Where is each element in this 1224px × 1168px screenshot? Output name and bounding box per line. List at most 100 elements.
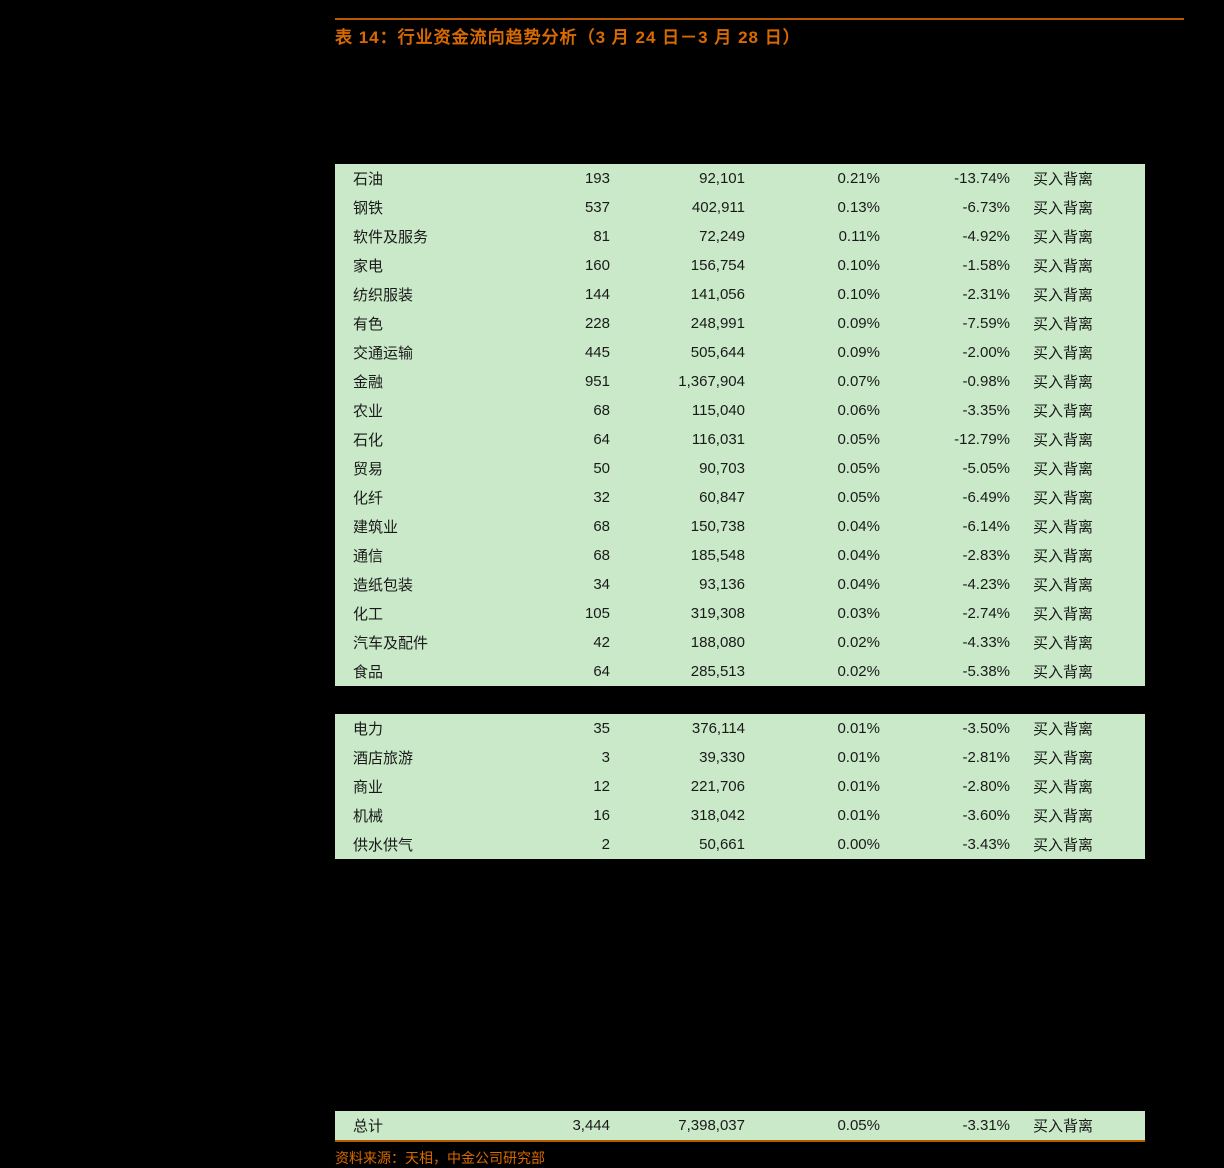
blank-cell: [505, 1083, 615, 1111]
ratio-cell: 0.04%: [750, 570, 885, 599]
buy-cell: 64: [505, 657, 615, 686]
table-row: 造纸包装3493,1360.04%-4.23%买入背离: [335, 570, 1145, 599]
blank-cell: [615, 136, 750, 164]
table-title-bar: 表 14：行业资金流向趋势分析（3 月 24 日－3 月 28 日）: [335, 18, 1184, 48]
table-row: 建筑业68150,7380.04%-6.14%买入背离: [335, 512, 1145, 541]
blank-cell: [335, 971, 505, 999]
blank-cell: [1015, 1083, 1145, 1111]
state-cell: 买入背离: [1015, 570, 1145, 599]
state-cell: 买入背离: [1015, 830, 1145, 859]
blank-cell: [885, 887, 1015, 915]
ratio-cell: 0.05%: [750, 454, 885, 483]
change-cell: -5.38%: [885, 657, 1015, 686]
table-row: [335, 1027, 1145, 1055]
ratio-cell: 0.01%: [750, 801, 885, 830]
industry-cell: 酒店旅游: [335, 743, 505, 772]
blank-cell: [615, 887, 750, 915]
table-row: 农业68115,0400.06%-3.35%买入背离: [335, 396, 1145, 425]
state-cell: 买入背离: [1015, 541, 1145, 570]
blank-cell: [335, 136, 505, 164]
blank-cell: [615, 1055, 750, 1083]
buy-cell: 951: [505, 367, 615, 396]
volume-cell: 50,661: [615, 830, 750, 859]
buy-cell: 68: [505, 396, 615, 425]
table-row: 食品64285,5130.02%-5.38%买入背离: [335, 657, 1145, 686]
change-cell: -6.49%: [885, 483, 1015, 512]
blank-cell: [615, 999, 750, 1027]
table-row: [335, 1055, 1145, 1083]
state-cell: 买入背离: [1015, 309, 1145, 338]
state-cell: 买入背离: [1015, 599, 1145, 628]
volume-cell: 1,367,904: [615, 367, 750, 396]
total-row: 总计3,4447,398,0370.05%-3.31%买入背离: [335, 1111, 1145, 1140]
industry-cell: 汽车及配件: [335, 628, 505, 657]
blank-cell: [335, 859, 505, 887]
col-header-change: 涨跌幅: [885, 58, 1015, 136]
table-row: [335, 1083, 1145, 1111]
blank-cell: [750, 971, 885, 999]
col-header-state: 背离状态: [1015, 58, 1145, 136]
blank-cell: [885, 971, 1015, 999]
table-row: 电力35376,1140.01%-3.50%买入背离: [335, 714, 1145, 743]
buy-cell: 12: [505, 772, 615, 801]
state-cell: 买入背离: [1015, 628, 1145, 657]
total-change-cell: -3.31%: [885, 1111, 1015, 1140]
industry-cell: 钢铁: [335, 193, 505, 222]
fund-flow-table: 行业 买入金额 成交金额 买入比例 涨跌幅 背离状态 石油19392,1010.…: [335, 58, 1145, 1140]
volume-cell: 248,991: [615, 309, 750, 338]
change-cell: -2.74%: [885, 599, 1015, 628]
volume-cell: 60,847: [615, 483, 750, 512]
table-row: [335, 136, 1145, 164]
state-cell: 买入背离: [1015, 743, 1145, 772]
table-row: 机械16318,0420.01%-3.60%买入背离: [335, 801, 1145, 830]
table-row: 化纤3260,8470.05%-6.49%买入背离: [335, 483, 1145, 512]
blank-cell: [750, 686, 885, 714]
state-cell: 买入背离: [1015, 714, 1145, 743]
col-header-industry: 行业: [335, 58, 505, 136]
blank-cell: [335, 1083, 505, 1111]
industry-cell: 贸易: [335, 454, 505, 483]
change-cell: -2.80%: [885, 772, 1015, 801]
ratio-cell: 0.09%: [750, 338, 885, 367]
industry-cell: 软件及服务: [335, 222, 505, 251]
blank-cell: [335, 1055, 505, 1083]
blank-cell: [505, 1027, 615, 1055]
blank-cell: [505, 136, 615, 164]
table-row: 化工105319,3080.03%-2.74%买入背离: [335, 599, 1145, 628]
buy-cell: 445: [505, 338, 615, 367]
industry-cell: 石化: [335, 425, 505, 454]
table-row: 家电160156,7540.10%-1.58%买入背离: [335, 251, 1145, 280]
blank-cell: [885, 1083, 1015, 1111]
volume-cell: 150,738: [615, 512, 750, 541]
blank-cell: [885, 1027, 1015, 1055]
change-cell: -3.35%: [885, 396, 1015, 425]
volume-cell: 92,101: [615, 164, 750, 193]
table-title: 表 14：行业资金流向趋势分析（3 月 24 日－3 月 28 日）: [335, 28, 801, 47]
volume-cell: 402,911: [615, 193, 750, 222]
buy-cell: 105: [505, 599, 615, 628]
table-header: 行业 买入金额 成交金额 买入比例 涨跌幅 背离状态: [335, 58, 1145, 136]
blank-cell: [750, 915, 885, 943]
change-cell: -4.92%: [885, 222, 1015, 251]
blank-cell: [885, 943, 1015, 971]
volume-cell: 39,330: [615, 743, 750, 772]
blank-cell: [615, 1083, 750, 1111]
volume-cell: 318,042: [615, 801, 750, 830]
blank-cell: [505, 999, 615, 1027]
change-cell: -2.31%: [885, 280, 1015, 309]
ratio-cell: 0.07%: [750, 367, 885, 396]
table-row: [335, 859, 1145, 887]
volume-cell: 156,754: [615, 251, 750, 280]
table-row: 交通运输445505,6440.09%-2.00%买入背离: [335, 338, 1145, 367]
table-row: 钢铁537402,9110.13%-6.73%买入背离: [335, 193, 1145, 222]
ratio-cell: 0.21%: [750, 164, 885, 193]
blank-cell: [750, 1027, 885, 1055]
table-row: 酒店旅游339,3300.01%-2.81%买入背离: [335, 743, 1145, 772]
volume-cell: 285,513: [615, 657, 750, 686]
volume-cell: 115,040: [615, 396, 750, 425]
blank-cell: [750, 136, 885, 164]
total-ratio-cell: 0.05%: [750, 1111, 885, 1140]
ratio-cell: 0.10%: [750, 251, 885, 280]
ratio-cell: 0.01%: [750, 743, 885, 772]
table-body: 石油19392,1010.21%-13.74%买入背离钢铁537402,9110…: [335, 136, 1145, 1140]
